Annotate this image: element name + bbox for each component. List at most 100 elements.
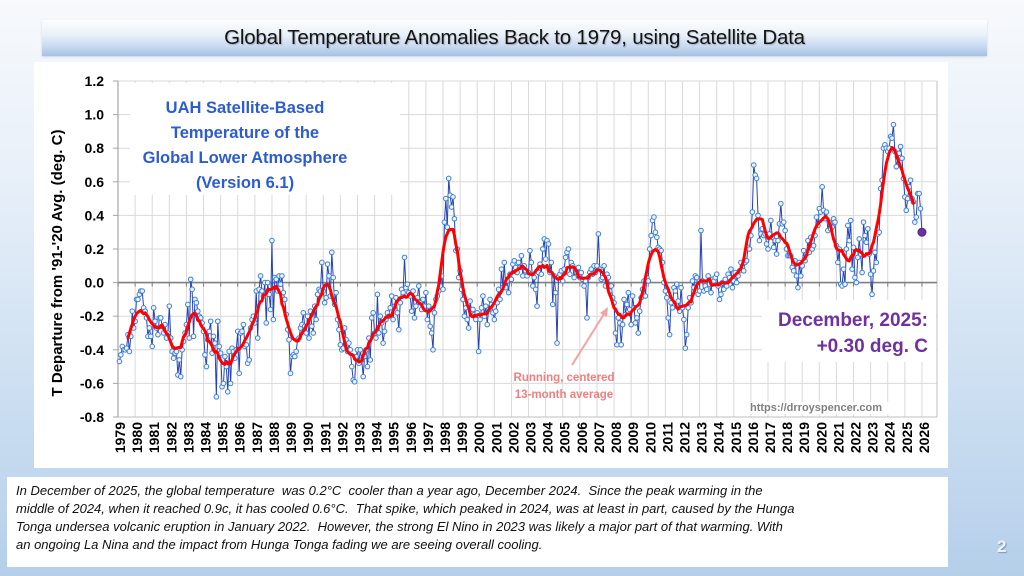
data-point	[222, 353, 228, 360]
data-point	[415, 283, 422, 289]
x-tick-label: 2022	[848, 422, 864, 453]
data-point	[451, 215, 458, 222]
latest-annotation-background	[762, 300, 936, 362]
data-point	[539, 246, 546, 252]
x-tick-label: 2007	[591, 422, 607, 453]
x-tick-label: 2024	[882, 422, 898, 453]
y-tick-label: 0.6	[85, 174, 105, 190]
data-point	[408, 308, 415, 314]
data-point	[264, 279, 271, 286]
data-point	[542, 256, 549, 262]
data-point	[207, 318, 214, 325]
x-tick-label: 2019	[796, 422, 812, 453]
y-tick-label: -0.8	[80, 409, 104, 425]
y-tick-label: 1.0	[85, 107, 105, 123]
data-point	[420, 296, 426, 303]
data-point	[531, 274, 538, 281]
description-line: Tonga undersea volcanic eruption in Janu…	[16, 519, 783, 534]
data-point	[629, 293, 636, 299]
data-point	[492, 308, 499, 314]
data-point	[916, 190, 922, 197]
data-point	[913, 214, 920, 220]
data-point	[753, 175, 760, 182]
data-point	[257, 273, 264, 279]
y-tick-label: -0.6	[80, 375, 104, 391]
data-point	[185, 301, 191, 308]
data-point	[528, 259, 535, 266]
x-tick-label: 2006	[574, 422, 590, 453]
data-point	[562, 254, 569, 261]
data-point	[300, 310, 307, 316]
arrow-head-icon	[600, 307, 608, 317]
description-line: middle of 2024, when it reached 0.9c, it…	[16, 501, 795, 516]
x-tick-label: 1984	[198, 422, 214, 453]
data-point	[899, 155, 905, 162]
data-point	[376, 330, 382, 336]
latest-month-label: December, 2025:	[778, 310, 928, 331]
data-point	[549, 301, 556, 308]
data-point	[212, 340, 218, 346]
data-point	[864, 226, 871, 232]
data-point	[893, 163, 900, 170]
data-point	[306, 335, 312, 341]
data-point	[444, 224, 451, 230]
data-point	[790, 268, 797, 274]
x-tick-label: 2021	[830, 422, 846, 453]
data-point	[259, 288, 265, 294]
data-point	[333, 289, 339, 296]
data-point	[498, 266, 505, 272]
data-point	[487, 296, 493, 303]
data-point	[625, 289, 632, 296]
data-point	[635, 330, 642, 336]
data-point	[632, 320, 639, 326]
y-tick-labels: 1.2 1.0 0.8 0.6 0.4 0.2 0.0 -0.2 -0.4 -0.6 -0.8	[80, 73, 104, 425]
data-point	[740, 268, 747, 274]
y-tick-label: -0.4	[80, 342, 104, 358]
data-point	[678, 284, 684, 291]
data-point	[380, 340, 386, 346]
data-point	[683, 331, 690, 338]
data-point	[849, 266, 855, 272]
data-point	[869, 291, 875, 298]
data-point	[532, 286, 539, 293]
running-average-label: Running, centered	[514, 372, 615, 384]
source-url: https://drroyspencer.com	[750, 402, 882, 414]
x-tick-label: 1980	[129, 422, 145, 453]
x-tick-label: 1981	[146, 422, 162, 453]
data-point	[329, 249, 335, 256]
x-tick-label: 1985	[215, 422, 231, 453]
data-point	[286, 336, 292, 343]
data-point	[621, 296, 627, 303]
x-tick-label: 2010	[642, 422, 658, 453]
data-point	[202, 352, 208, 358]
data-point	[293, 348, 299, 355]
data-point	[309, 323, 315, 330]
data-point	[646, 246, 653, 252]
data-point	[795, 284, 801, 291]
x-tick-label: 1983	[180, 422, 196, 453]
data-point	[187, 276, 194, 283]
data-point	[862, 232, 868, 239]
chart-panel: 1.2 1.0 0.8 0.6 0.4 0.2 0.0 -0.2 -0.4 -0.6 -0.8 19…	[34, 62, 948, 468]
x-tick-label: 1992	[334, 422, 350, 453]
data-point	[813, 214, 820, 220]
data-point	[410, 288, 416, 294]
data-point	[907, 177, 914, 183]
data-point	[239, 328, 245, 335]
data-point	[693, 274, 700, 281]
data-point	[645, 278, 652, 284]
data-point	[224, 389, 231, 395]
data-point	[624, 301, 630, 308]
data-point	[443, 195, 449, 202]
data-point	[634, 315, 640, 321]
data-point	[782, 227, 788, 234]
x-tick-label: 2012	[676, 422, 692, 453]
data-point	[155, 331, 161, 338]
description-box: In December of 2025, the global temperat…	[7, 477, 948, 567]
data-point	[277, 281, 284, 288]
data-point	[216, 343, 223, 350]
data-point	[401, 254, 408, 261]
data-point	[170, 355, 177, 362]
data-point	[876, 229, 882, 235]
